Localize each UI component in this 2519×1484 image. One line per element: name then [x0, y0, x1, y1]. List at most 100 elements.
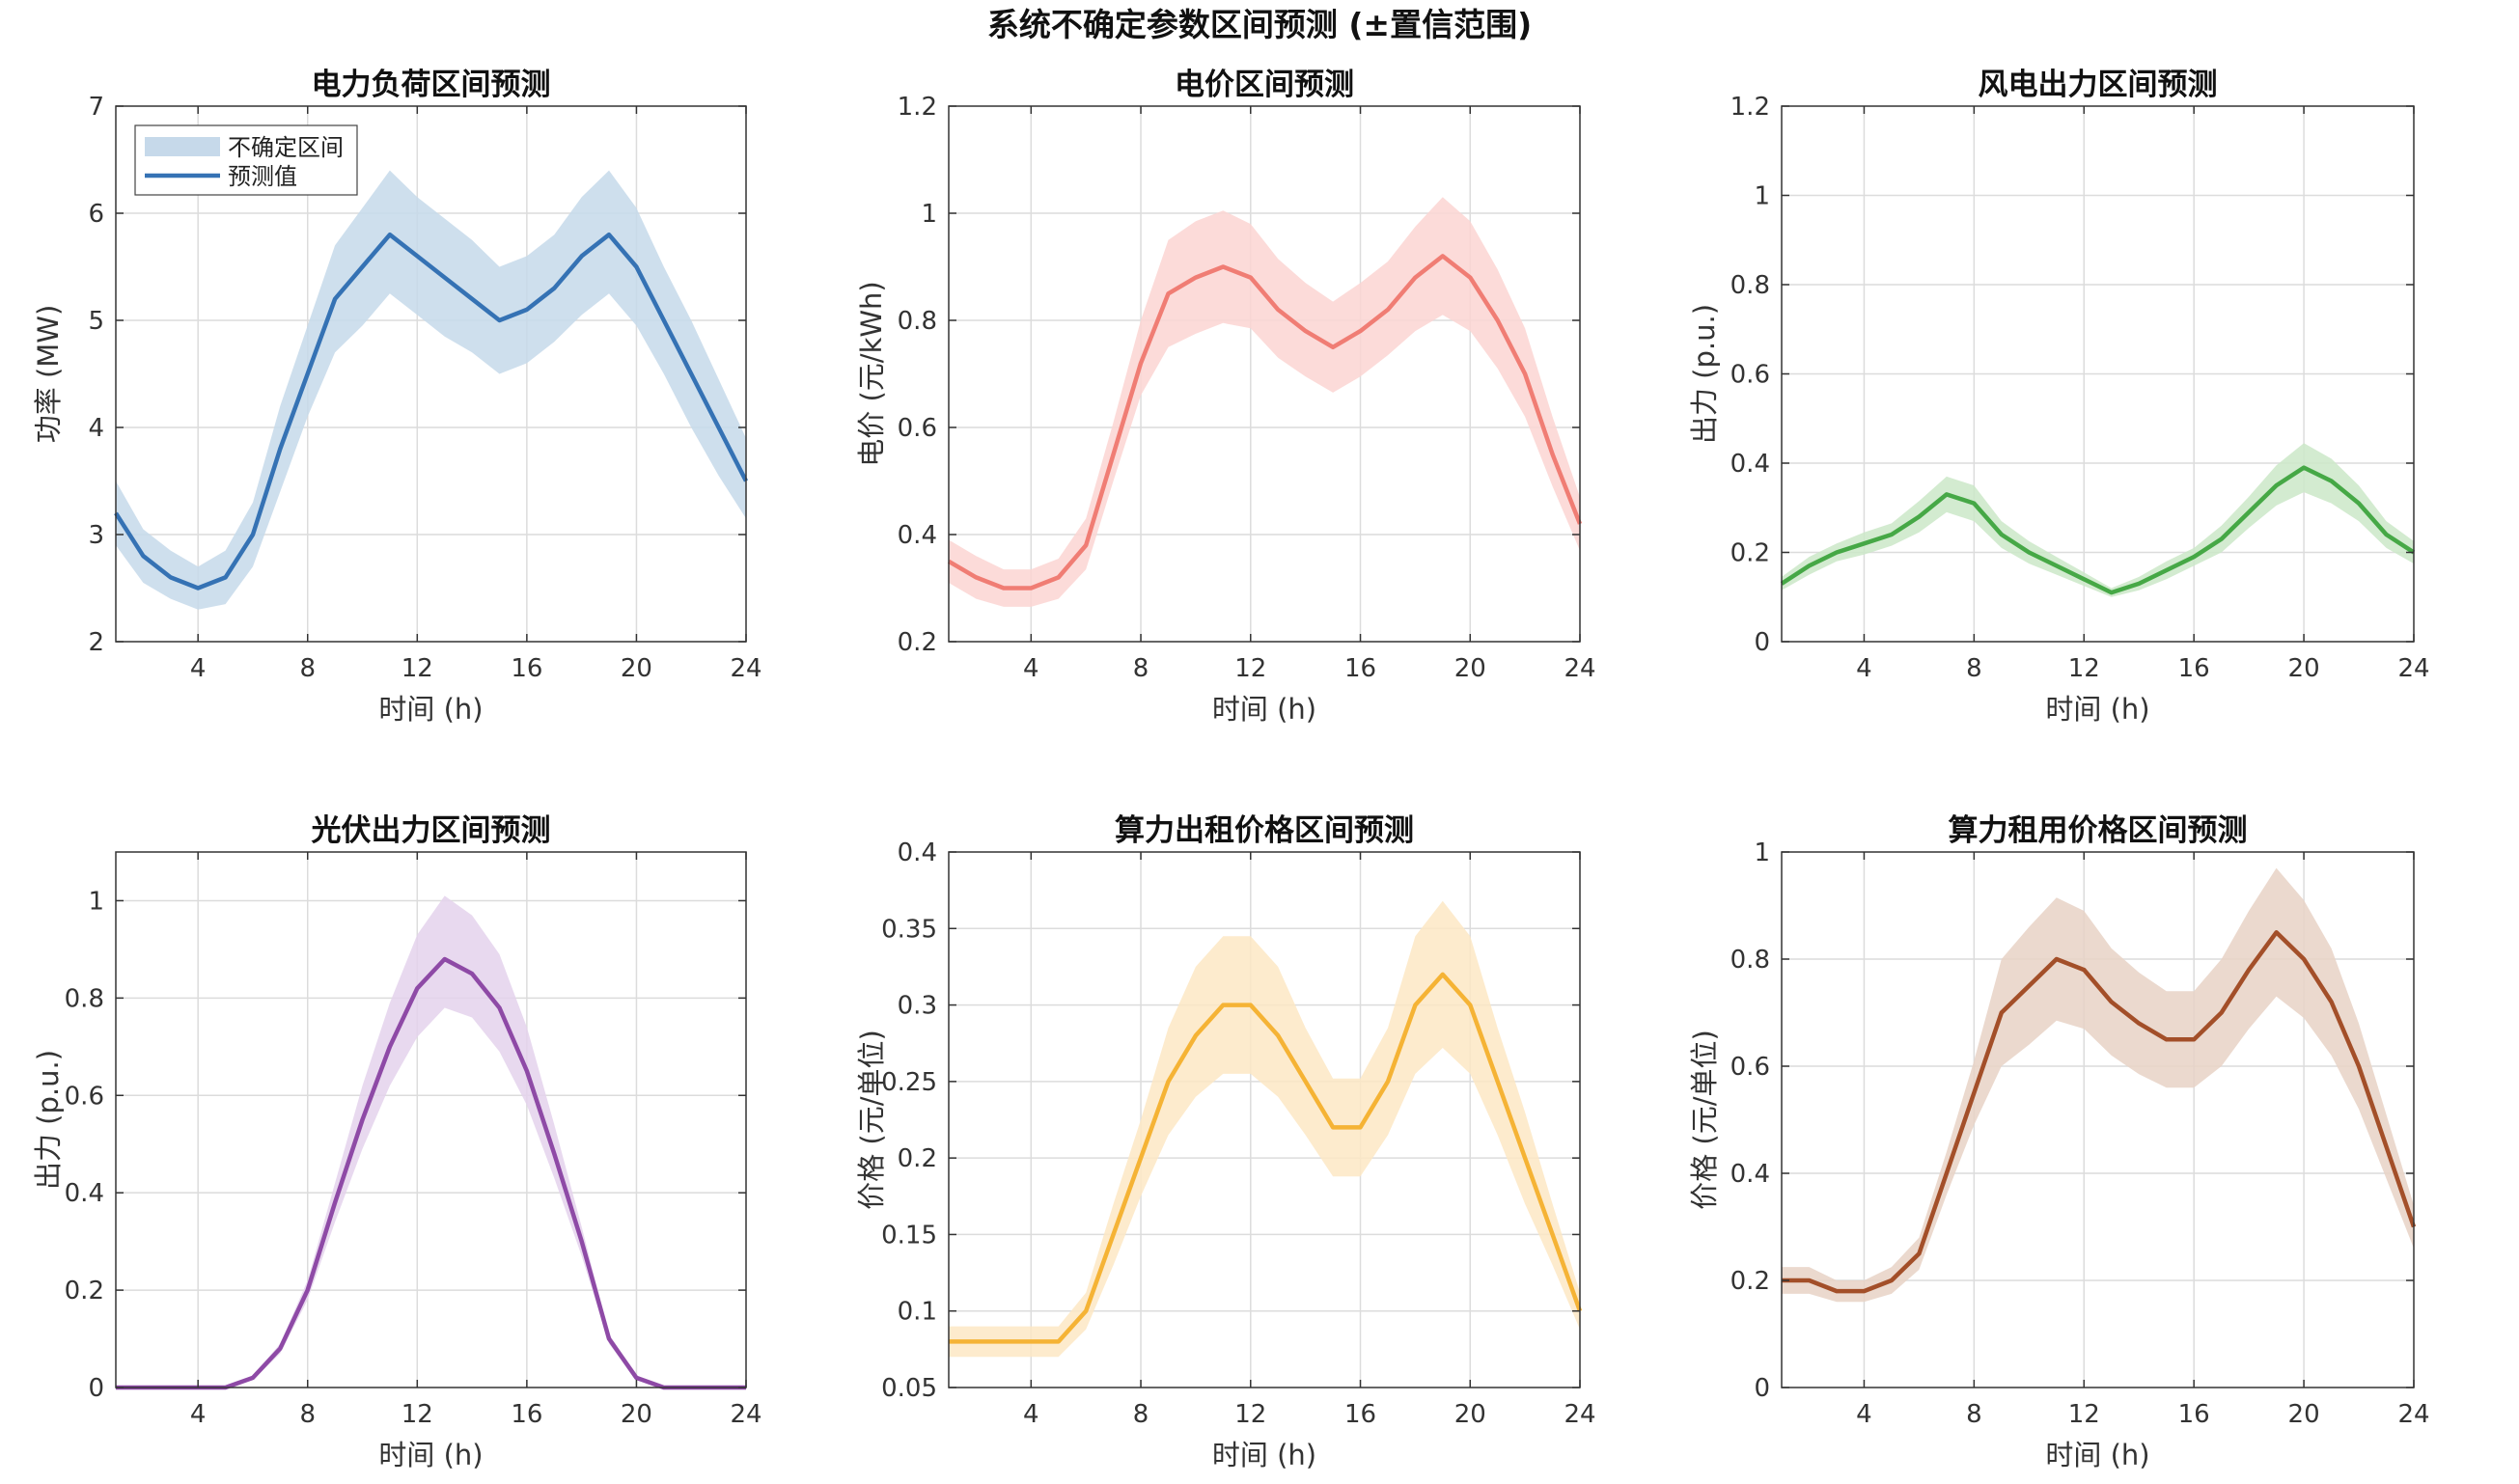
- y-tick-label: 0.6: [1730, 1053, 1770, 1082]
- y-tick-label: 6: [88, 200, 104, 229]
- y-tick-label: 1: [88, 887, 104, 916]
- x-tick-label: 12: [1234, 1400, 1266, 1429]
- y-tick-label: 0.2: [898, 1144, 937, 1173]
- y-tick-label: 0.35: [881, 915, 937, 944]
- forecast-line: [1782, 930, 2417, 1294]
- x-tick-label: 12: [2068, 654, 2100, 683]
- y-tick-label: 1: [921, 200, 937, 229]
- x-tick-label: 20: [1454, 1400, 1486, 1429]
- x-tick-label: 20: [621, 1400, 652, 1429]
- y-tick-label: 4: [88, 414, 104, 443]
- legend-entry-band: 不确定区间: [228, 134, 344, 161]
- subplot-title: 电价区间预测: [1175, 68, 1354, 102]
- forecast-line: [116, 956, 746, 1390]
- x-tick-label: 12: [401, 1400, 433, 1429]
- axes-box: [948, 105, 1581, 643]
- x-tick-label: 24: [2397, 654, 2429, 683]
- x-tick-label: 24: [730, 654, 761, 683]
- uncertainty-band: [116, 895, 746, 1388]
- grid: [949, 852, 1580, 1388]
- subplot-5: 算力出租价格区间预测 4 8 12 16 20 24 0.05 0.1 0.15 0.2 0.25 0.…: [855, 813, 1596, 1471]
- y-tick-label: 0.2: [1730, 1267, 1770, 1296]
- subplot-title: 算力租用价格区间预测: [1949, 813, 2248, 848]
- x-tick-label: 20: [2288, 1400, 2320, 1429]
- y-tick-label: 7: [88, 93, 104, 122]
- x-tick-label: 24: [1564, 654, 1595, 683]
- x-axis-label: 时间 (h): [1212, 1439, 1316, 1471]
- x-tick-label: 8: [299, 1400, 316, 1429]
- y-tick-label: 0: [1754, 1374, 1770, 1403]
- y-tick-label: 0.6: [1730, 361, 1770, 390]
- y-tick-label: 5: [88, 307, 104, 336]
- grid: [949, 106, 1580, 642]
- uncertainty-band: [1782, 867, 2414, 1303]
- forecast-line: [947, 254, 1583, 591]
- y-axis-label: 价格 (元/单位): [855, 1030, 888, 1210]
- x-tick-label: 24: [2397, 1400, 2429, 1429]
- y-tick-label: 0.8: [1730, 946, 1770, 975]
- y-tick-label: 0.4: [898, 521, 937, 550]
- uncertainty-band: [116, 170, 746, 610]
- y-tick-label: 0.8: [1730, 271, 1770, 300]
- subplot-4: 光伏出力区间预测 4 8 12 16 20 24 0 0.2 0.4 0.6 0.8 1 时间 (h) 出力…: [32, 813, 762, 1471]
- subplot-title: 算力出租价格区间预测: [1115, 813, 1414, 848]
- x-tick-label: 20: [2288, 654, 2320, 683]
- y-tick-label: 0.6: [65, 1082, 104, 1111]
- y-tick-label: 0.6: [898, 414, 937, 443]
- grid: [1782, 106, 2414, 642]
- y-axis-label: 电价 (元/kWh): [855, 281, 888, 466]
- figure-title: 系统不确定参数区间预测 (±置信范围): [987, 6, 1532, 43]
- x-tick-label: 16: [1344, 654, 1376, 683]
- forecast-line: [1780, 465, 2416, 595]
- x-tick-label: 20: [621, 654, 652, 683]
- x-tick-label: 24: [730, 1400, 761, 1429]
- x-tick-label: 16: [2178, 1400, 2210, 1429]
- y-tick-label: 0: [1754, 628, 1770, 657]
- axes-box: [115, 851, 747, 1388]
- y-tick-label: 1.2: [898, 93, 937, 122]
- legend-entry-line: 预测值: [228, 163, 297, 190]
- subplot-title: 光伏出力区间预测: [312, 813, 551, 848]
- axes-box: [1781, 851, 2415, 1388]
- x-axis-label: 时间 (h): [2045, 693, 2149, 726]
- subplot-1: 电力负荷区间预测 4 8 12 16 20 24 2 3 4 5 6 7 时间 (h) 功率 (MW) 不确定…: [32, 68, 762, 726]
- y-tick-label: 0.2: [1730, 539, 1770, 568]
- y-tick-label: 0.4: [1730, 450, 1770, 479]
- axes-box: [115, 105, 747, 643]
- x-tick-label: 8: [1133, 1400, 1149, 1429]
- x-tick-label: 4: [1023, 654, 1039, 683]
- x-tick-label: 4: [1023, 1400, 1039, 1429]
- y-tick-label: 0.4: [898, 838, 937, 867]
- x-tick-label: 16: [2178, 654, 2210, 683]
- y-axis-label: 出力 (p.u.): [1688, 304, 1721, 444]
- x-tick-label: 8: [1966, 1400, 1982, 1429]
- x-tick-label: 8: [1966, 654, 1982, 683]
- forecast-line: [114, 232, 749, 591]
- x-tick-label: 4: [190, 1400, 207, 1429]
- y-tick-label: 1.2: [1730, 93, 1770, 122]
- x-tick-label: 16: [511, 654, 542, 683]
- y-axis-label: 价格 (元/单位): [1688, 1030, 1721, 1210]
- x-tick-label: 16: [1344, 1400, 1376, 1429]
- x-tick-label: 24: [1564, 1400, 1595, 1429]
- axes-box: [948, 851, 1581, 1388]
- x-tick-label: 4: [1856, 654, 1872, 683]
- y-tick-label: 0.8: [898, 307, 937, 336]
- x-axis-label: 时间 (h): [2045, 1439, 2149, 1471]
- x-tick-label: 4: [1856, 1400, 1872, 1429]
- grid: [116, 852, 746, 1388]
- x-tick-label: 8: [1133, 654, 1149, 683]
- y-tick-label: 0.2: [65, 1277, 104, 1305]
- subplot-title: 风电出力区间预测: [1979, 68, 2218, 102]
- subplot-6: 算力租用价格区间预测 4 8 12 16 20 24 0 0.2 0.4 0.6 0.8 1 时间 (h)…: [1688, 813, 2430, 1471]
- x-tick-label: 12: [401, 654, 433, 683]
- y-tick-label: 0.2: [898, 628, 937, 657]
- y-tick-label: 2: [88, 628, 104, 657]
- y-tick-label: 0.05: [881, 1374, 937, 1403]
- x-tick-label: 12: [2068, 1400, 2100, 1429]
- y-tick-label: 0.15: [881, 1221, 937, 1250]
- x-tick-label: 4: [190, 654, 207, 683]
- y-tick-label: 1: [1754, 838, 1770, 867]
- forecast-line: [949, 972, 1583, 1344]
